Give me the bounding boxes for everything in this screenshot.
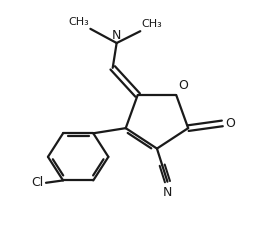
Text: CH₃: CH₃ xyxy=(68,17,89,27)
Text: CH₃: CH₃ xyxy=(142,19,162,29)
Text: N: N xyxy=(163,186,172,199)
Text: O: O xyxy=(225,117,235,130)
Text: Cl: Cl xyxy=(32,176,44,189)
Text: N: N xyxy=(112,29,121,42)
Text: O: O xyxy=(178,79,188,92)
